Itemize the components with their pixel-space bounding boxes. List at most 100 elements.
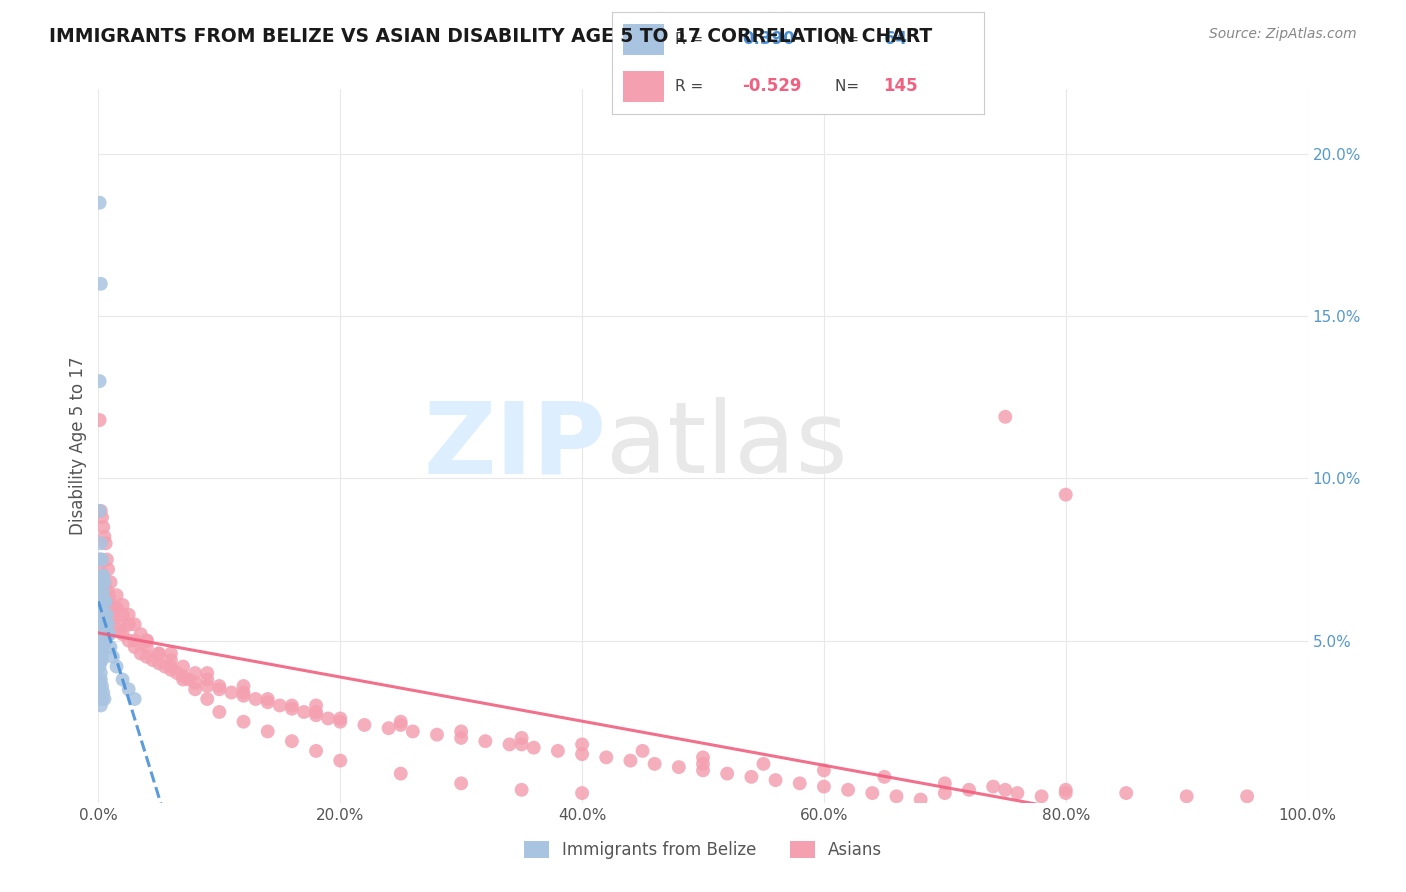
Point bbox=[153, 659, 176, 673]
Point bbox=[547, 744, 569, 758]
Point bbox=[89, 504, 111, 518]
Point bbox=[94, 633, 117, 648]
Point bbox=[595, 750, 617, 764]
Point bbox=[90, 666, 112, 681]
Point bbox=[89, 595, 111, 609]
Point bbox=[104, 611, 127, 625]
Point bbox=[195, 666, 218, 681]
Point bbox=[90, 640, 112, 654]
Point bbox=[644, 756, 666, 771]
Point bbox=[910, 792, 932, 806]
Point bbox=[316, 711, 339, 725]
Point bbox=[124, 617, 146, 632]
Point bbox=[90, 552, 112, 566]
Point bbox=[172, 673, 194, 687]
Point bbox=[571, 738, 593, 752]
Point bbox=[124, 692, 146, 706]
Point bbox=[450, 776, 472, 790]
Point bbox=[118, 682, 141, 697]
Point bbox=[692, 764, 714, 778]
Point bbox=[184, 682, 207, 697]
Point bbox=[111, 598, 134, 612]
Point bbox=[377, 721, 399, 735]
Point bbox=[129, 647, 152, 661]
Point bbox=[118, 617, 141, 632]
Point bbox=[91, 647, 114, 661]
Point bbox=[89, 659, 111, 673]
Text: ZIP: ZIP bbox=[423, 398, 606, 494]
Point bbox=[93, 578, 115, 592]
Point bbox=[96, 607, 118, 622]
Point bbox=[571, 786, 593, 800]
Point bbox=[135, 649, 157, 664]
Point bbox=[571, 747, 593, 761]
Point bbox=[111, 607, 134, 622]
Point bbox=[994, 409, 1017, 424]
Point bbox=[179, 673, 201, 687]
Point bbox=[232, 714, 254, 729]
Point bbox=[765, 773, 787, 788]
Point bbox=[96, 588, 118, 602]
Point bbox=[256, 692, 278, 706]
Point bbox=[256, 724, 278, 739]
Point bbox=[108, 624, 131, 638]
Point bbox=[94, 595, 117, 609]
Point bbox=[135, 633, 157, 648]
Point bbox=[124, 640, 146, 654]
Point bbox=[160, 659, 183, 673]
Point bbox=[90, 621, 112, 635]
Point bbox=[91, 627, 114, 641]
Point bbox=[172, 669, 194, 683]
Point bbox=[90, 649, 112, 664]
Point bbox=[93, 595, 115, 609]
Point bbox=[402, 724, 425, 739]
Y-axis label: Disability Age 5 to 17: Disability Age 5 to 17 bbox=[69, 357, 87, 535]
Point bbox=[90, 568, 112, 582]
Point bbox=[94, 536, 117, 550]
Point bbox=[89, 673, 111, 687]
Point bbox=[195, 679, 218, 693]
Point bbox=[89, 617, 111, 632]
Point bbox=[934, 776, 956, 790]
Point bbox=[91, 520, 114, 534]
Text: 145: 145 bbox=[883, 78, 918, 95]
Point bbox=[94, 614, 117, 628]
Point bbox=[1054, 786, 1077, 800]
Text: N=: N= bbox=[835, 79, 865, 94]
Point bbox=[94, 591, 117, 606]
Point bbox=[97, 562, 120, 576]
Point bbox=[93, 575, 115, 590]
Point bbox=[281, 734, 304, 748]
Point bbox=[89, 195, 111, 210]
Point bbox=[269, 698, 291, 713]
Point bbox=[90, 504, 112, 518]
Point bbox=[148, 647, 170, 661]
Point bbox=[981, 780, 1004, 794]
Point bbox=[837, 782, 859, 797]
Point bbox=[89, 374, 111, 388]
Point bbox=[860, 786, 883, 800]
Point bbox=[91, 607, 114, 622]
Point bbox=[105, 659, 128, 673]
Point bbox=[97, 617, 120, 632]
Point bbox=[105, 601, 128, 615]
Point bbox=[93, 530, 115, 544]
Text: 64: 64 bbox=[883, 30, 907, 48]
Point bbox=[523, 740, 546, 755]
Point bbox=[1175, 789, 1198, 804]
Point bbox=[91, 607, 114, 622]
Point bbox=[100, 598, 122, 612]
Point bbox=[305, 744, 328, 758]
Point bbox=[450, 731, 472, 745]
Point bbox=[89, 562, 111, 576]
Point bbox=[90, 698, 112, 713]
Text: N=: N= bbox=[835, 32, 865, 46]
Point bbox=[389, 714, 412, 729]
Point bbox=[93, 633, 115, 648]
Text: Source: ZipAtlas.com: Source: ZipAtlas.com bbox=[1209, 27, 1357, 41]
Point bbox=[1054, 782, 1077, 797]
Point bbox=[91, 685, 114, 699]
Point bbox=[329, 714, 352, 729]
Bar bbox=[623, 24, 664, 54]
Point bbox=[281, 698, 304, 713]
